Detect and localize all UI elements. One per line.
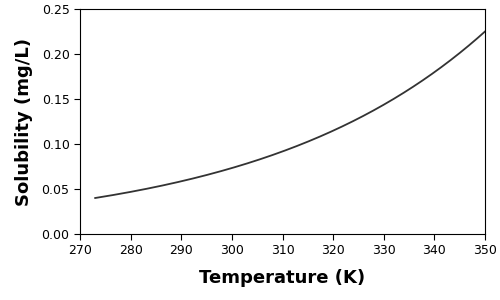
X-axis label: Temperature (K): Temperature (K) bbox=[200, 268, 366, 286]
Y-axis label: Solubility (mg/L): Solubility (mg/L) bbox=[15, 38, 33, 206]
